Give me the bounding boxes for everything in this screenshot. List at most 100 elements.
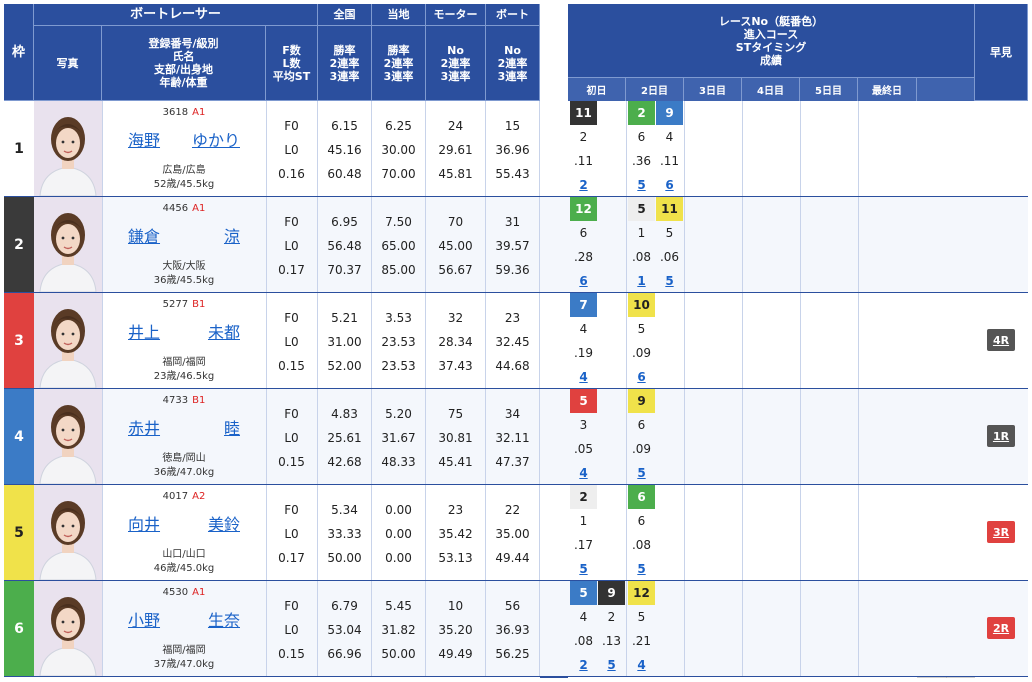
stat-motor: 24 29.61 45.81 [426,101,486,196]
stat-value: 5.20 [385,407,412,421]
racer-surname: 海野 [128,131,161,150]
stat-value: L0 [284,431,299,445]
racer-portrait-icon [34,389,102,484]
result-link[interactable]: 2 [579,178,588,192]
age-weight: 23歳/46.5kg [153,371,215,382]
racer-class: A2 [192,491,206,502]
result-link[interactable]: 6 [637,370,646,384]
stat-value: 0.15 [278,359,305,373]
st-timing: .13 [601,634,622,648]
stat-value: 70.00 [381,167,416,181]
result-link[interactable]: 4 [579,466,588,480]
racer-photo [34,389,103,484]
row-separator [4,580,1028,581]
stat-value: 31.82 [381,623,416,637]
day-divider [742,389,743,484]
stat-value: 37.43 [438,359,473,373]
racer-name-link[interactable]: 向井 美鈴 [128,511,240,535]
race-number-cell: 9 [598,581,625,605]
hayami-race-button[interactable]: 2R [987,617,1015,639]
racer-name-link[interactable]: 小野 生奈 [128,607,240,631]
stat-value: 30.00 [381,143,416,157]
stat-touchi: 5.45 31.82 50.00 [372,581,426,676]
day-divider [742,581,743,676]
header-touchi-sub: 勝率 2連率 3連率 [372,26,426,101]
stat-value: 50.00 [327,551,362,565]
entry-course: 5 [637,322,646,336]
stat-value: 4.83 [331,407,358,421]
result-link[interactable]: 4 [579,370,588,384]
stat-zenkoku: 5.34 33.33 50.00 [318,485,372,580]
branch-origin: 大阪/大阪 [162,261,206,272]
stat-value: 23 [447,503,464,517]
hayami-race-button[interactable]: 4R [987,329,1015,351]
race-number-cell: 9 [656,101,683,125]
racer-class: B1 [192,395,206,406]
stat-value: 32.45 [495,335,530,349]
entry-course: 5 [637,610,646,624]
header-motor: モーター [426,4,486,26]
st-timing: .06 [659,250,680,264]
day-divider [626,485,627,580]
race-number-cell: 11 [570,101,597,125]
hayami-race-button[interactable]: 1R [987,425,1015,447]
waku-number: 6 [4,581,34,676]
day-header-1: 初日 [568,78,626,101]
stat-zenkoku: 6.79 53.04 66.96 [318,581,372,676]
day-divider [626,101,627,196]
header-touchi: 当地 [372,4,426,26]
result-link[interactable]: 5 [607,658,616,672]
day-divider [858,101,859,196]
stat-value: 3.53 [385,311,412,325]
stat-value: 30.81 [438,431,473,445]
header-racer-sub: 登録番号/級別 氏名 支部/出身地 年齢/体重 [102,26,266,101]
row-separator [4,484,1028,485]
result-link[interactable]: 5 [637,466,646,480]
waku-number: 2 [4,197,34,292]
racer-given-name: 睦 [223,419,240,438]
racer-name-link[interactable]: 鎌倉 涼 [128,223,240,247]
racer-photo [34,293,103,388]
day-divider [800,293,801,388]
stat-value: 35.20 [438,623,473,637]
racer-class: A1 [192,107,206,118]
result-link[interactable]: 5 [665,274,674,288]
race-number-cell: 10 [628,293,655,317]
result-link[interactable]: 6 [579,274,588,288]
header-fl: F数 L数 平均ST [266,26,318,101]
age-weight: 37歳/47.0kg [153,659,215,670]
stat-motor: 32 28.34 37.43 [426,293,486,388]
racer-surname: 小野 [128,611,161,630]
registration-number: 4017 [162,491,189,502]
stat-touchi: 0.00 0.00 0.00 [372,485,426,580]
stat-value: 44.68 [495,359,530,373]
racer-name-link[interactable]: 海野 ゆかり [128,127,240,151]
stat-value: L0 [284,335,299,349]
result-link[interactable]: 5 [579,562,588,576]
header-motor-sub: No 2連率 3連率 [426,26,486,101]
result-link[interactable]: 4 [637,658,646,672]
stat-value: 23.53 [381,335,416,349]
stat-value: L0 [284,143,299,157]
entry-course: 6 [637,418,646,432]
result-link[interactable]: 1 [637,274,646,288]
result-link[interactable]: 5 [637,562,646,576]
stat-value: 33.33 [327,527,362,541]
stat-value: 31.00 [327,335,362,349]
racer-name-link[interactable]: 井上 未都 [128,319,240,343]
stat-touchi: 6.25 30.00 70.00 [372,101,426,196]
result-link[interactable]: 6 [665,178,674,192]
age-weight: 36歳/45.5kg [153,275,215,286]
entry-course: 5 [665,226,674,240]
stat-value: 0.17 [278,263,305,277]
result-link[interactable]: 5 [637,178,646,192]
st-timing: .08 [573,634,594,648]
result-link[interactable]: 2 [579,658,588,672]
hayami-race-button[interactable]: 3R [987,521,1015,543]
racer-name-link[interactable]: 赤井 睦 [128,415,240,439]
registration: 4733 B1 [102,395,266,406]
waku-number: 3 [4,293,34,388]
day-divider [626,293,627,388]
entry-course: 4 [665,130,674,144]
day-divider [626,389,627,484]
